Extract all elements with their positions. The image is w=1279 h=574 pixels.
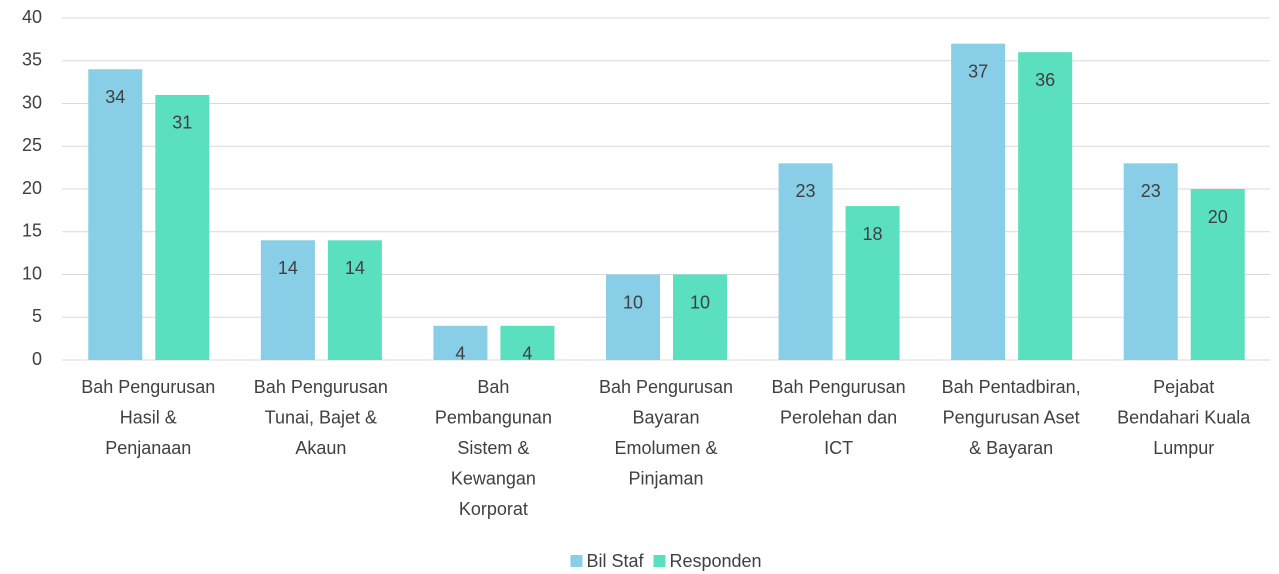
y-tick-label: 40 (22, 7, 42, 27)
y-tick-label: 25 (22, 135, 42, 155)
x-tick-line: Bah Pengurusan (254, 377, 388, 397)
y-tick-label: 0 (32, 349, 42, 369)
legend-swatch (570, 555, 583, 567)
data-label: 10 (623, 292, 643, 312)
legend: Bil Staf Responden (570, 551, 762, 571)
x-tick-label: Bah Pentadbiran, Pengurusan Aset & Bayaran (942, 377, 1081, 458)
bar (155, 94, 210, 360)
data-label: 31 (172, 113, 192, 133)
x-tick-line: Lumpur (1153, 438, 1214, 458)
data-label: 4 (455, 344, 465, 364)
y-tick-label: 30 (22, 92, 42, 112)
y-tick-label: 15 (22, 221, 42, 241)
x-tick-label: Bah Pembangunan Sistem & Kewangan Korporat (435, 377, 552, 519)
bar (327, 240, 382, 360)
bar (778, 163, 833, 360)
x-tick-line: Kewangan (451, 468, 536, 488)
x-tick-line: Perolehan dan (780, 407, 897, 427)
bar (673, 274, 727, 360)
bar (88, 69, 143, 361)
x-tick-line: Pejabat (1153, 377, 1214, 397)
data-label: 36 (1035, 70, 1055, 90)
bar (606, 274, 660, 360)
x-tick-line: Hasil & (120, 407, 177, 427)
data-label: 14 (345, 258, 365, 278)
y-tick-label: 35 (22, 50, 42, 70)
x-tick-line: Bendahari Kuala (1117, 407, 1251, 427)
x-tick-label: Bah Pengurusan Bayaran Emolumen & Pinjaman (599, 377, 733, 489)
x-tick-line: Bah Pengurusan (772, 377, 906, 397)
x-tick-line: Pembangunan (435, 407, 552, 427)
data-label: 14 (278, 258, 298, 278)
x-tick-line: & Bayaran (969, 438, 1053, 458)
x-tick-line: Penjanaan (105, 438, 191, 458)
x-tick-line: Korporat (459, 499, 528, 519)
bar (500, 325, 555, 360)
data-label: 23 (1141, 181, 1161, 201)
x-tick-line: ICT (824, 438, 853, 458)
x-tick-line: Bah Pengurusan (599, 377, 733, 397)
legend-label: Bil Staf (586, 551, 644, 571)
bar (433, 325, 488, 360)
data-label: 34 (105, 87, 125, 107)
legend-label: Responden (669, 551, 761, 571)
y-tick-label: 5 (32, 306, 42, 326)
data-label: 37 (968, 61, 988, 81)
bar (1190, 189, 1245, 360)
bar (845, 206, 900, 360)
bar (1123, 163, 1178, 360)
x-tick-line: Tunai, Bajet & (265, 407, 377, 427)
x-tick-label: Bah Pengurusan Perolehan dan ICT (772, 377, 906, 458)
data-label: 10 (690, 292, 710, 312)
data-label: 4 (522, 344, 532, 364)
x-tick-line: Pinjaman (628, 468, 703, 488)
data-label: 18 (863, 224, 883, 244)
x-tick-label: Bah Pengurusan Hasil & Penjanaan (81, 377, 215, 458)
bar (951, 43, 1006, 361)
x-tick-line: Bah Pengurusan (81, 377, 215, 397)
x-tick-line: Bah Pentadbiran, (942, 377, 1081, 397)
bar (260, 240, 315, 360)
x-tick-line: Emolumen & (614, 438, 717, 458)
x-tick-line: Sistem & (457, 438, 529, 458)
x-tick-label: Pejabat Bendahari Kuala Lumpur (1117, 377, 1251, 458)
x-tick-line: Bayaran (632, 407, 699, 427)
x-tick-line: Bah (477, 377, 509, 397)
x-tick-label: Bah Pengurusan Tunai, Bajet & Akaun (254, 377, 388, 458)
y-tick-label: 20 (22, 178, 42, 198)
y-tick-label: 10 (22, 263, 42, 283)
data-label: 20 (1208, 207, 1228, 227)
bar (1018, 52, 1073, 360)
x-tick-line: Akaun (295, 438, 346, 458)
x-tick-line: Pengurusan Aset (943, 407, 1080, 427)
data-label: 23 (796, 181, 816, 201)
legend-swatch (653, 555, 666, 567)
